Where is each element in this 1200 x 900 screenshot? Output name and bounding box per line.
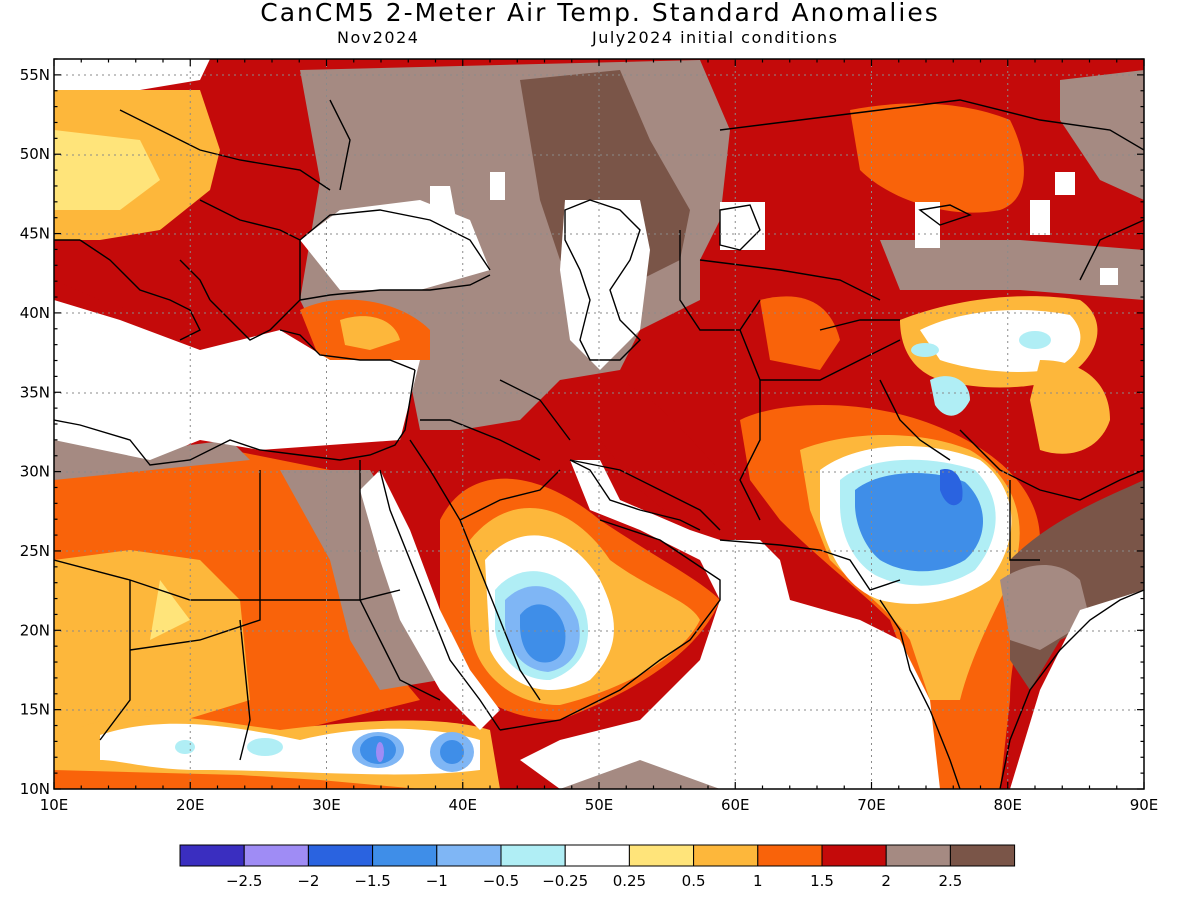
colorbar-swatch bbox=[628, 844, 695, 867]
colorbar-swatch bbox=[307, 844, 374, 867]
colorbar-swatch bbox=[693, 844, 759, 867]
colorbar-swatch bbox=[821, 844, 887, 867]
colorbar-label: −1.5 bbox=[354, 872, 390, 890]
forecast-month: Nov2024 bbox=[337, 28, 420, 47]
lat-label: 50N bbox=[20, 145, 50, 163]
lon-label: 20E bbox=[176, 796, 205, 814]
lat-label: 35N bbox=[20, 383, 50, 401]
colorbar-label: 2 bbox=[881, 872, 891, 890]
colorbar-labels: −2.5 −2 −1.5 −1 −0.5 −0.25 0.25 0.5 1 1.5 2 2.5 bbox=[226, 872, 962, 890]
lat-label: 45N bbox=[20, 225, 50, 243]
colorbar-swatch bbox=[372, 844, 438, 867]
lon-label: 10E bbox=[40, 796, 69, 814]
lat-label: 25N bbox=[20, 542, 50, 560]
lon-label: 70E bbox=[857, 796, 886, 814]
colorbar-swatch bbox=[436, 844, 502, 867]
lon-label: 60E bbox=[721, 796, 750, 814]
colorbar-label: 1.5 bbox=[810, 872, 834, 890]
colorbar-swatch bbox=[885, 844, 951, 867]
latitude-labels: 55N 50N 45N 40N 35N 30N 25N 20N 15N 10N bbox=[20, 66, 50, 798]
lon-label: 30E bbox=[312, 796, 341, 814]
colorbar-label: −0.25 bbox=[542, 872, 588, 890]
lon-label: 50E bbox=[585, 796, 614, 814]
colorbar-label: 2.5 bbox=[938, 872, 962, 890]
graticule bbox=[54, 59, 1144, 789]
lon-label: 80E bbox=[993, 796, 1022, 814]
coastlines bbox=[54, 99, 1144, 789]
colorbar-swatch bbox=[757, 844, 823, 867]
lat-label: 55N bbox=[20, 66, 50, 84]
colorbar-swatch bbox=[243, 844, 309, 867]
lat-label: 40N bbox=[20, 304, 50, 322]
colorbar-swatch bbox=[500, 844, 566, 867]
colorbar-label: −0.5 bbox=[483, 872, 519, 890]
lat-label: 15N bbox=[20, 701, 50, 719]
colorbar bbox=[179, 844, 1016, 867]
colorbar-swatch bbox=[564, 844, 630, 867]
lat-label: 20N bbox=[20, 621, 50, 639]
lat-label: 10N bbox=[20, 780, 50, 798]
lat-label: 30N bbox=[20, 463, 50, 481]
colorbar-label: 1 bbox=[753, 872, 763, 890]
map-title: CanCM5 2-Meter Air Temp. Standard Anomal… bbox=[260, 0, 940, 27]
colorbar-label: −2 bbox=[297, 872, 319, 890]
longitude-labels: 10E 20E 30E 40E 50E 60E 70E 80E 90E bbox=[40, 796, 1159, 814]
colorbar-label: −2.5 bbox=[226, 872, 262, 890]
lon-label: 40E bbox=[448, 796, 477, 814]
anomaly-field bbox=[54, 59, 1144, 789]
colorbar-label: 0.5 bbox=[682, 872, 706, 890]
axis-ticks bbox=[53, 58, 1145, 790]
lon-label: 90E bbox=[1130, 796, 1159, 814]
colorbar-swatch bbox=[179, 844, 245, 867]
colorbar-label: −1 bbox=[426, 872, 448, 890]
colorbar-label: 0.25 bbox=[613, 872, 646, 890]
colorbar-swatch bbox=[949, 844, 1016, 867]
initial-conditions: July2024 initial conditions bbox=[592, 28, 839, 47]
